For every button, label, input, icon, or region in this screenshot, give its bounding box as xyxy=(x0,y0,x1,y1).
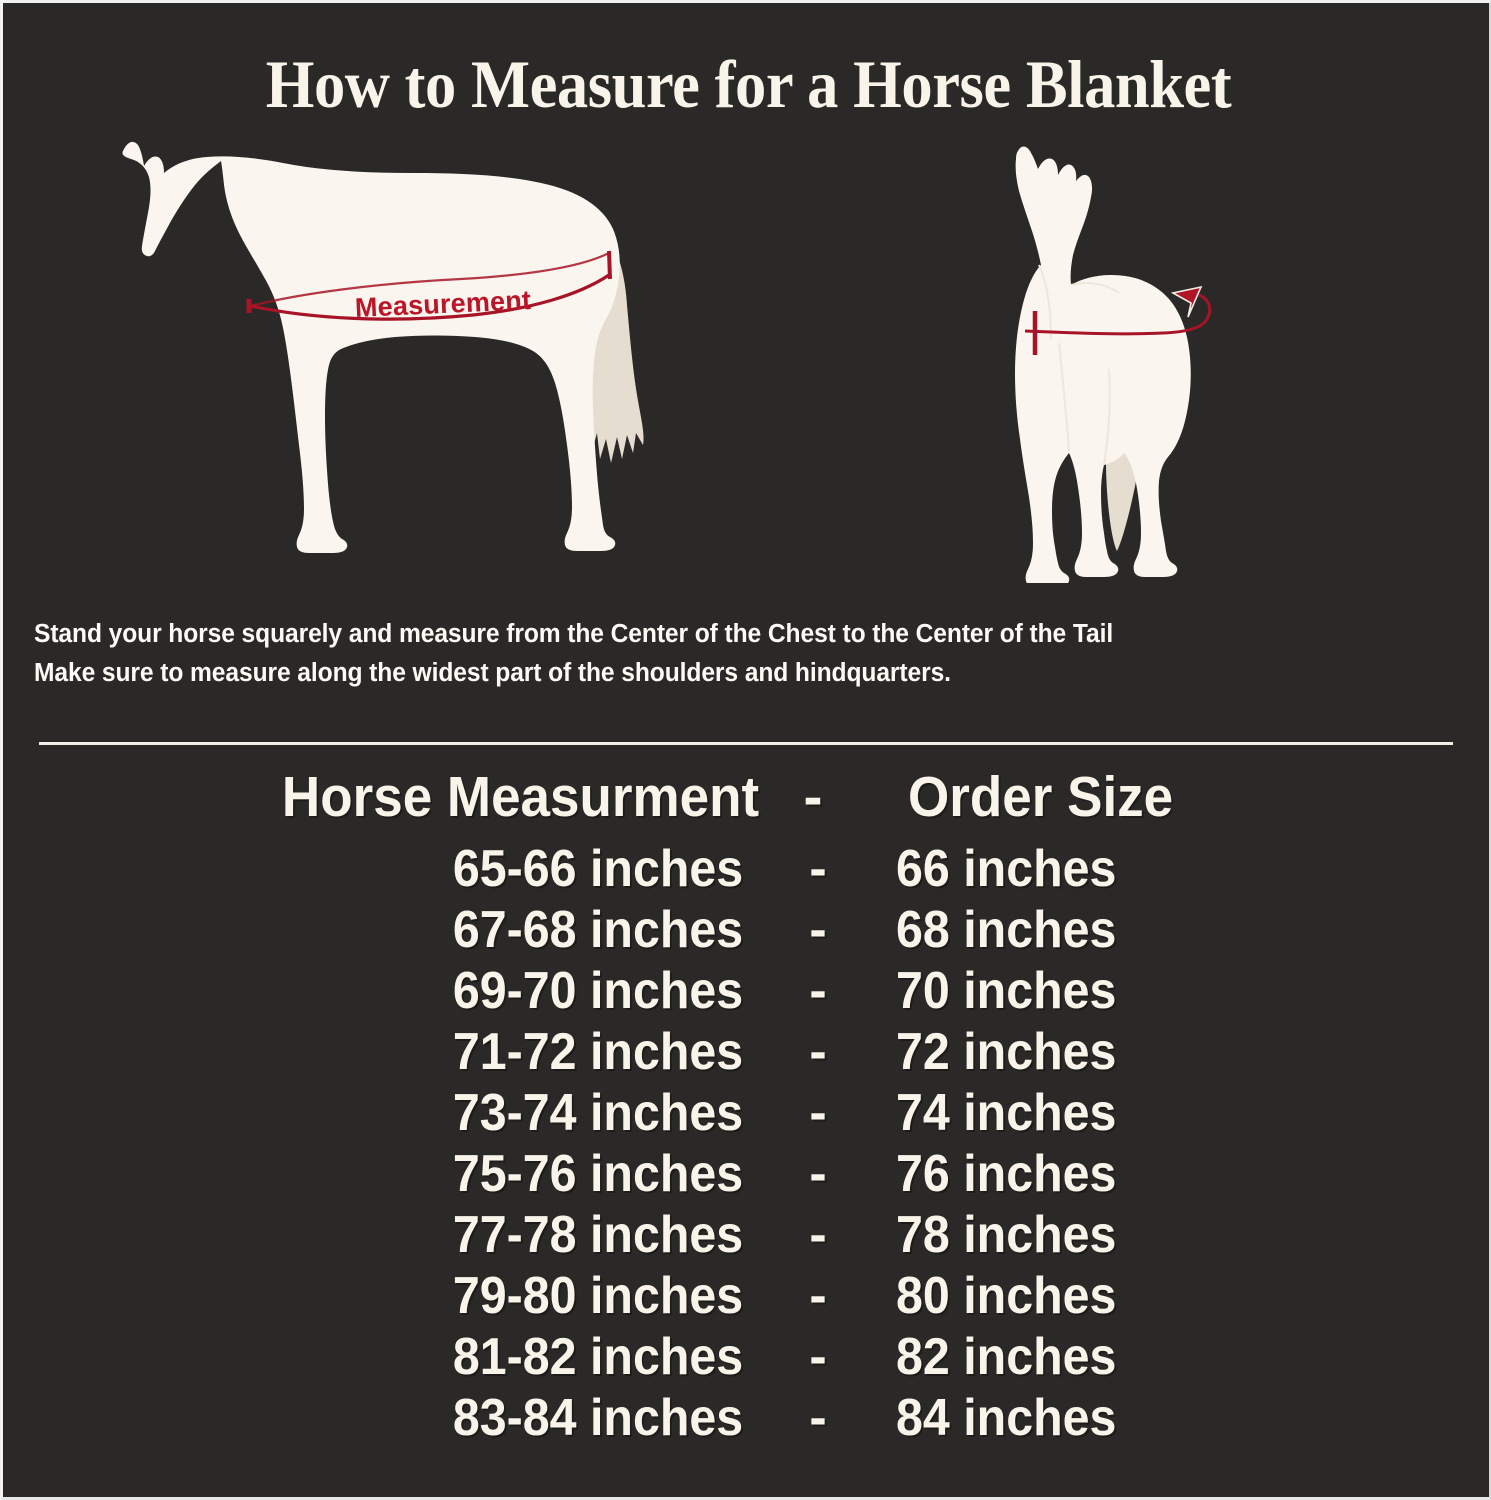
illustration-area: Measurement xyxy=(3,133,1489,593)
table-row: 77-78 inches - 78 inches xyxy=(3,1206,1489,1267)
row-order-size: 68 inches xyxy=(896,901,1117,959)
rear-measurement-wrap xyxy=(1198,293,1212,320)
header-order-size: Order Size xyxy=(908,765,1174,829)
instructions-line-1: Stand your horse squarely and measure fr… xyxy=(34,620,1114,648)
table-header-row: Horse Measurment - Order Size xyxy=(3,765,1489,840)
size-chart-table: Horse Measurment - Order Size 65-66 inch… xyxy=(3,765,1489,1450)
rear-measurement-line xyxy=(1024,318,1209,336)
table-row: 69-70 inches - 70 inches xyxy=(3,962,1489,1023)
row-order-size: 66 inches xyxy=(896,840,1117,898)
measurement-line xyxy=(250,273,610,321)
row-measurement: 73-74 inches xyxy=(452,1084,743,1142)
row-separator: - xyxy=(809,840,827,898)
section-divider xyxy=(39,742,1453,745)
measurement-tail-tick xyxy=(607,250,612,280)
row-measurement: 71-72 inches xyxy=(452,1023,743,1081)
row-order-size: 72 inches xyxy=(896,1023,1117,1081)
row-order-size: 74 inches xyxy=(896,1084,1117,1142)
row-order-size: 82 inches xyxy=(896,1328,1117,1386)
header-separator: - xyxy=(803,765,823,829)
row-measurement: 77-78 inches xyxy=(452,1206,743,1264)
row-measurement: 79-80 inches xyxy=(452,1267,743,1325)
row-order-size: 78 inches xyxy=(896,1206,1117,1264)
table-row: 83-84 inches - 84 inches xyxy=(3,1389,1489,1450)
row-measurement: 65-66 inches xyxy=(452,840,743,898)
row-measurement: 67-68 inches xyxy=(452,901,743,959)
horse-rear-contours xyxy=(1038,264,1120,466)
table-row: 67-68 inches - 68 inches xyxy=(3,901,1489,962)
row-separator: - xyxy=(809,1328,827,1386)
horse-side-view-illustration xyxy=(122,141,644,553)
row-measurement: 69-70 inches xyxy=(452,962,743,1020)
guide-panel: How to Measure for a Horse Blanket xyxy=(3,3,1489,1497)
header-measurement: Horse Measurment xyxy=(281,765,759,829)
row-separator: - xyxy=(809,962,827,1020)
row-separator: - xyxy=(809,1206,827,1264)
page-title: How to Measure for a Horse Blanket xyxy=(265,46,1232,122)
table-row: 71-72 inches - 72 inches xyxy=(3,1023,1489,1084)
horse-rear-body-shape xyxy=(1015,146,1191,583)
table-row: 73-74 inches - 74 inches xyxy=(3,1084,1489,1145)
row-separator: - xyxy=(809,1023,827,1081)
measurement-line-back xyxy=(250,252,610,308)
row-order-size: 70 inches xyxy=(896,962,1117,1020)
row-separator: - xyxy=(809,1389,827,1447)
horse-body-shape xyxy=(122,141,620,553)
row-measurement: 81-82 inches xyxy=(452,1328,743,1386)
instructions-text: Stand your horse squarely and measure fr… xyxy=(34,615,1414,693)
table-row: 65-66 inches - 66 inches xyxy=(3,840,1489,901)
horse-rear-view-illustration xyxy=(1015,146,1212,583)
row-measurement: 75-76 inches xyxy=(452,1145,743,1203)
table-row: 75-76 inches - 76 inches xyxy=(3,1145,1489,1206)
row-order-size: 84 inches xyxy=(896,1389,1117,1447)
row-order-size: 76 inches xyxy=(896,1145,1117,1203)
row-separator: - xyxy=(809,1267,827,1325)
table-row: 81-82 inches - 82 inches xyxy=(3,1328,1489,1389)
row-measurement: 83-84 inches xyxy=(452,1389,743,1447)
row-separator: - xyxy=(809,901,827,959)
rear-measurement-arrowhead xyxy=(1170,285,1203,318)
row-order-size: 80 inches xyxy=(896,1267,1117,1325)
row-separator: - xyxy=(809,1084,827,1142)
table-row: 79-80 inches - 80 inches xyxy=(3,1267,1489,1328)
row-separator: - xyxy=(809,1145,827,1203)
instructions-line-2: Make sure to measure along the widest pa… xyxy=(34,659,951,687)
